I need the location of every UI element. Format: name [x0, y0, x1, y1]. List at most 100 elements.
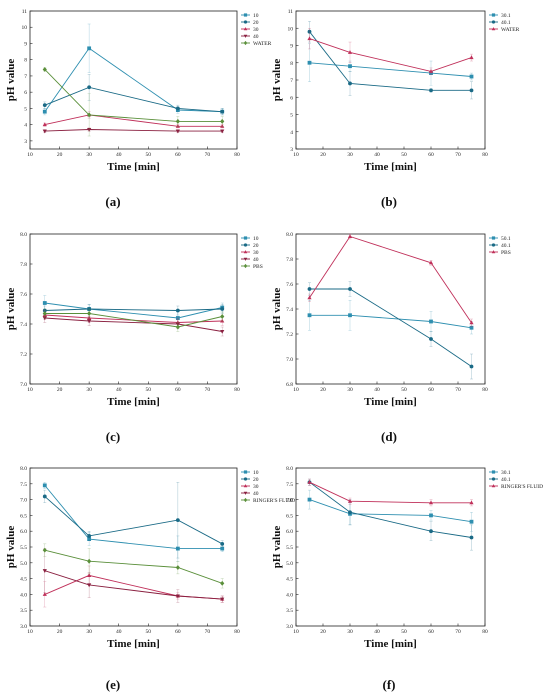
data-point	[307, 497, 312, 502]
y-tick-label: 6.0	[20, 529, 27, 535]
plot-frame	[29, 10, 238, 150]
data-point	[243, 40, 248, 46]
series-3	[307, 28, 474, 75]
data-point	[347, 234, 353, 239]
data-point	[348, 313, 352, 318]
y-tick-label: 5.5	[286, 545, 293, 551]
plot-frame	[295, 233, 486, 385]
x-tick-label: 40	[374, 629, 380, 635]
x-tick-label: 40	[374, 387, 380, 393]
legend-label: 10	[253, 470, 259, 476]
y-tick-label: 9	[24, 41, 27, 47]
series-1	[307, 300, 474, 335]
y-tick-label: 3.5	[286, 608, 293, 614]
data-point	[220, 329, 225, 334]
series-3	[307, 233, 474, 327]
data-point	[87, 112, 92, 118]
y-tick-label: 7.2	[286, 332, 293, 338]
legend-label: PBS	[253, 264, 263, 270]
x-axis-label: Time [min]	[107, 396, 160, 408]
data-point	[42, 569, 47, 573]
y-tick-label: 4	[290, 130, 293, 136]
y-tick-label: 10	[22, 25, 28, 31]
panel-label: (a)	[105, 194, 120, 209]
legend-label: 40.1	[501, 243, 511, 249]
y-tick-label: 7.6	[286, 282, 293, 288]
data-point	[175, 308, 180, 313]
x-tick-label: 60	[175, 629, 181, 635]
series-line	[44, 308, 223, 311]
y-tick-label: 3.0	[20, 624, 27, 630]
y-tick-label: 7.8	[20, 262, 27, 268]
data-point	[42, 66, 47, 72]
data-point	[348, 81, 352, 86]
legend-label: 40	[253, 257, 259, 263]
x-axis-label: Time [min]	[107, 161, 160, 173]
data-point	[87, 319, 92, 324]
data-point	[175, 106, 180, 111]
x-tick-label: 20	[57, 629, 63, 635]
legend-label: 40	[253, 491, 259, 497]
data-point	[42, 547, 47, 553]
y-tick-label: 4	[24, 123, 27, 129]
y-tick-label: 7.2	[20, 352, 27, 358]
x-tick-label: 30	[347, 152, 353, 158]
legend-label: RINGER'S FLUID	[253, 498, 295, 504]
data-point	[243, 27, 248, 31]
x-tick-label: 30	[347, 387, 353, 393]
x-tick-label: 10	[293, 152, 299, 158]
data-point	[220, 546, 225, 551]
y-tick-label: 3	[24, 139, 27, 145]
data-point	[347, 50, 353, 54]
data-point	[428, 500, 434, 505]
x-tick-label: 50	[146, 152, 152, 158]
y-tick-label: 4.5	[20, 577, 27, 583]
chart-panel-6: 10 20 30 40 50 60 70 80 3.0 3.5 4.0 4.5 5.0 5.5 6.0 6.5…	[271, 466, 543, 650]
data-point	[469, 320, 474, 325]
data-point	[243, 243, 248, 247]
series-line	[44, 114, 223, 127]
data-point	[87, 583, 92, 588]
data-point	[87, 85, 92, 90]
y-tick-label: 11	[22, 9, 28, 15]
y-tick-label: 5.5	[20, 545, 27, 551]
data-point	[243, 477, 248, 481]
series-line	[44, 317, 223, 332]
series-1	[42, 482, 225, 562]
data-point	[428, 69, 434, 73]
plot-frame	[29, 467, 238, 627]
x-tick-label: 40	[116, 629, 122, 635]
y-tick-label: 8	[24, 58, 27, 64]
x-axis-label: Time [min]	[364, 638, 417, 650]
series-line	[309, 481, 472, 504]
data-point	[42, 483, 47, 488]
y-tick-label: 4.0	[20, 592, 27, 598]
series-line	[44, 47, 223, 113]
panel-label: (b)	[381, 194, 397, 209]
x-tick-label: 60	[428, 387, 434, 393]
series-5	[42, 66, 225, 137]
x-tick-label: 80	[234, 152, 240, 158]
series-line	[44, 485, 223, 550]
series-1	[307, 43, 474, 86]
x-tick-label: 70	[205, 152, 211, 158]
y-tick-label: 7.0	[286, 357, 293, 363]
series-2	[42, 74, 225, 116]
x-tick-label: 50	[401, 152, 407, 158]
y-tick-label: 7	[290, 78, 293, 84]
data-point	[175, 594, 180, 599]
y-tick-label: 9	[290, 44, 293, 50]
x-tick-label: 20	[57, 152, 63, 158]
series-line	[309, 288, 472, 367]
data-point	[469, 364, 474, 369]
chart-panel-2: 10 20 30 40 50 60 70 80 3 4 5 6 7 8 9 10 11 Time [min] pH …	[271, 9, 520, 173]
data-point	[469, 519, 474, 524]
x-tick-label: 20	[57, 387, 63, 393]
x-tick-label: 10	[293, 387, 299, 393]
y-tick-label: 10	[288, 26, 294, 32]
y-tick-label: 3.0	[286, 624, 293, 630]
